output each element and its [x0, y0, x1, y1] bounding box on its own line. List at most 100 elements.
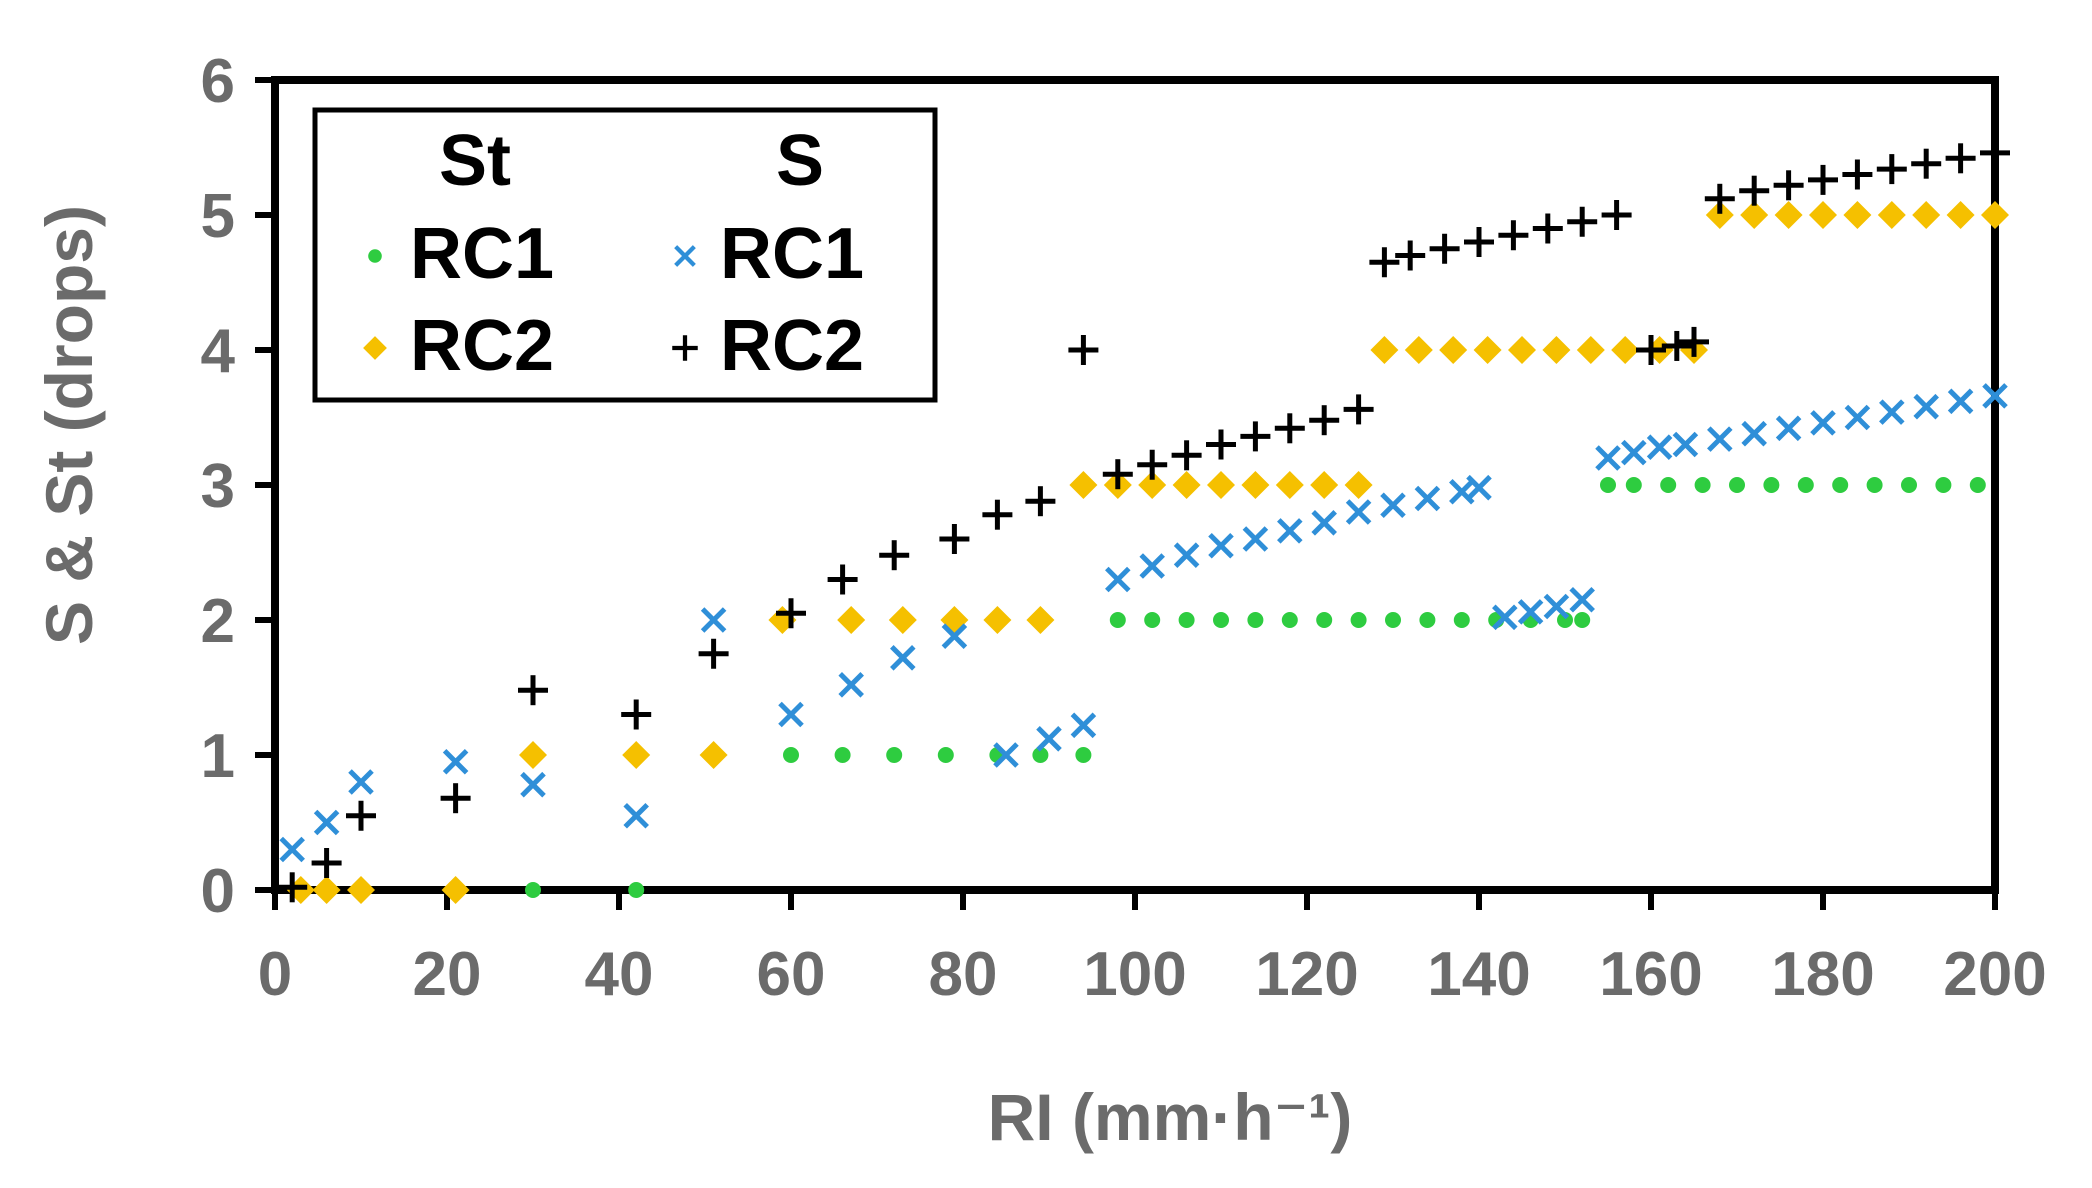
x-tick-label: 80	[929, 940, 998, 1009]
data-point	[939, 524, 970, 554]
data-point	[888, 606, 917, 634]
data-point	[1178, 612, 1195, 628]
data-point	[1625, 477, 1642, 493]
data-point	[834, 747, 851, 763]
data-point	[1344, 471, 1373, 499]
legend-marker	[368, 249, 382, 263]
data-point	[1241, 471, 1270, 499]
data-point	[993, 742, 1019, 768]
data-point	[783, 747, 799, 763]
data-point	[622, 741, 651, 769]
data-point	[1242, 526, 1269, 552]
data-point	[518, 675, 548, 706]
data-point	[1473, 336, 1502, 364]
data-point	[1508, 336, 1536, 364]
data-point	[1542, 336, 1571, 364]
data-point	[1281, 612, 1298, 628]
data-point	[1404, 336, 1433, 364]
data-point	[1946, 201, 1975, 229]
data-point	[1810, 410, 1836, 436]
data-point	[837, 606, 866, 634]
x-tick-label: 0	[258, 940, 292, 1009]
data-point	[838, 672, 864, 698]
data-point	[1557, 612, 1573, 628]
data-point	[1207, 471, 1235, 499]
legend-label: RC2	[720, 306, 864, 386]
data-point	[1636, 335, 1666, 365]
legend-box	[312, 107, 938, 403]
data-point	[525, 882, 541, 898]
data-point	[1661, 330, 1692, 361]
data-point	[983, 606, 1012, 634]
data-point	[1576, 336, 1605, 364]
data-point	[1763, 477, 1780, 493]
data-point	[1275, 471, 1304, 499]
legend-label: RC1	[720, 214, 864, 294]
data-point	[1574, 612, 1591, 628]
data-point	[1466, 474, 1492, 501]
data-point	[1912, 201, 1941, 229]
x-tick-label: 200	[1943, 940, 2046, 1009]
data-point	[776, 598, 806, 629]
data-point	[1913, 393, 1939, 420]
data-point	[982, 499, 1013, 530]
data-point	[1274, 413, 1305, 444]
data-point	[1464, 227, 1494, 257]
data-point	[1109, 612, 1126, 628]
data-point	[1105, 566, 1131, 593]
data-point	[1070, 712, 1097, 739]
data-point	[1492, 604, 1518, 631]
data-point	[879, 540, 910, 571]
data-point	[1982, 383, 2008, 409]
data-point	[1370, 336, 1399, 364]
data-point	[1876, 154, 1907, 185]
data-point	[1350, 612, 1367, 628]
data-point	[1969, 477, 1986, 493]
data-point	[442, 748, 469, 775]
data-point	[1311, 510, 1337, 536]
data-point	[1569, 586, 1595, 613]
data-point	[1797, 477, 1814, 493]
data-point	[1036, 726, 1062, 752]
data-point	[1025, 486, 1056, 517]
data-point	[700, 607, 727, 633]
data-point	[441, 876, 470, 904]
data-point	[1309, 405, 1340, 436]
data-point	[1704, 183, 1735, 214]
data-point	[1075, 747, 1092, 763]
x-tick-label: 60	[757, 940, 826, 1009]
legend-marker	[674, 245, 696, 267]
data-point	[1660, 477, 1677, 493]
data-point	[1775, 415, 1802, 442]
data-point	[1138, 471, 1167, 499]
data-point	[1453, 612, 1470, 628]
data-point	[1240, 421, 1271, 452]
data-point	[1208, 532, 1234, 559]
legend-label: RC1	[410, 214, 554, 294]
data-point	[621, 699, 652, 730]
data-point	[1646, 434, 1673, 460]
data-point	[1543, 593, 1570, 620]
data-point	[1741, 420, 1767, 447]
y-tick-label: 5	[201, 182, 235, 251]
data-point	[1774, 201, 1803, 229]
data-point	[348, 769, 374, 795]
data-point	[1947, 388, 1974, 415]
data-point	[1429, 233, 1460, 264]
legend-header-s: S	[776, 121, 824, 201]
data-point	[1144, 612, 1161, 628]
data-point	[1740, 201, 1769, 229]
y-tick-label: 6	[201, 47, 235, 116]
data-point	[1935, 477, 1952, 493]
data-point	[313, 809, 340, 836]
data-point	[1277, 518, 1303, 544]
data-point	[1395, 240, 1426, 271]
data-point	[1739, 175, 1770, 206]
data-point	[347, 876, 375, 904]
data-point	[1601, 200, 1632, 230]
series-st-rc1	[525, 477, 1986, 898]
data-point	[1532, 213, 1563, 244]
data-point	[1439, 336, 1468, 364]
data-point	[1808, 164, 1838, 195]
